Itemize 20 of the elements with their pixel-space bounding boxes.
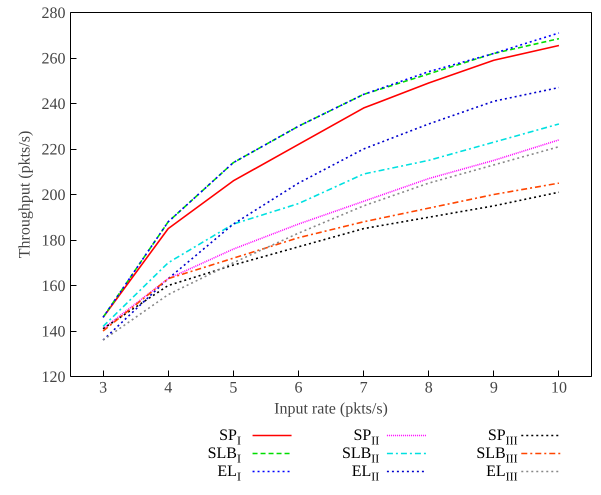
x-tick-label: 8	[424, 380, 433, 396]
y-tick-label: 260	[42, 50, 66, 68]
y-tick-label: 280	[42, 5, 66, 22]
x-tick-label: 5	[229, 380, 238, 396]
x-tick-label: 10	[550, 380, 567, 396]
y-tick-label: 180	[42, 232, 66, 250]
y-tick-label: 200	[42, 187, 66, 204]
x-tick-label: 6	[294, 380, 302, 396]
x-axis-title: Input rate (pkts/s)	[274, 400, 388, 418]
y-tick-label: 160	[42, 278, 66, 295]
x-tick-label: 7	[360, 380, 368, 396]
x-tick-label: 4	[164, 380, 172, 396]
line-series	[102, 86, 560, 341]
y-tick-label: 240	[42, 96, 66, 113]
y-tick-label: 120	[42, 369, 66, 386]
x-tick-label: 3	[99, 380, 108, 396]
y-tick-label: 140	[42, 324, 66, 340]
y-axis-title: Throughput (pkts/s)	[16, 130, 34, 258]
x-tick-label: 9	[490, 380, 498, 396]
y-tick-label: 220	[42, 142, 66, 158]
